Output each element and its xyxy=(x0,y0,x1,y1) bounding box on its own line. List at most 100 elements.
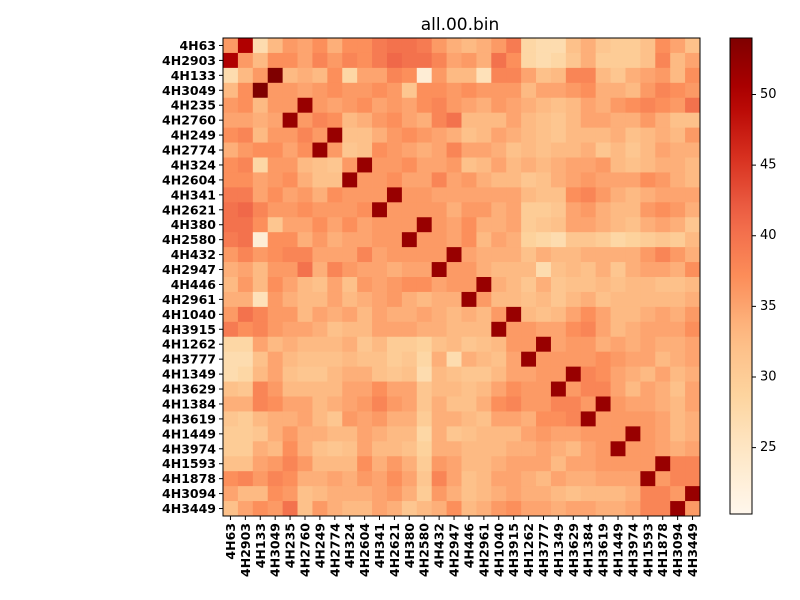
y-tick-label: 4H3777 xyxy=(162,352,216,367)
heatmap-cell xyxy=(401,426,418,442)
heatmap-cell xyxy=(342,471,358,487)
heatmap-cell xyxy=(372,172,388,188)
heatmap-cell xyxy=(416,217,433,233)
heatmap-cell xyxy=(297,456,313,472)
heatmap-cell xyxy=(237,411,254,427)
heatmap-cell xyxy=(297,321,313,338)
heatmap-cell xyxy=(550,277,567,293)
heatmap-cell xyxy=(670,471,686,487)
x-tick-label: 4H3777 xyxy=(536,523,551,577)
heatmap-cell xyxy=(446,247,462,263)
heatmap-cell xyxy=(685,97,701,114)
heatmap-cell xyxy=(282,187,298,203)
heatmap-cell xyxy=(252,157,269,173)
heatmap-cell xyxy=(372,501,388,517)
heatmap-cell xyxy=(312,247,328,263)
heatmap-cell xyxy=(506,351,522,368)
y-axis-tick-labels: 4H634H29034H1334H30494H2354H27604H2494H2… xyxy=(162,38,223,516)
heatmap-cell xyxy=(655,52,671,69)
heatmap-cell xyxy=(446,232,462,248)
heatmap-cell xyxy=(401,486,418,502)
heatmap-cell xyxy=(297,202,313,218)
heatmap-cell xyxy=(670,67,686,84)
heatmap-cell xyxy=(625,157,641,173)
heatmap-cell xyxy=(416,38,433,54)
heatmap-cell xyxy=(342,277,358,293)
heatmap-cell xyxy=(536,247,552,263)
heatmap-cell xyxy=(327,396,343,412)
y-tick-label: 4H3619 xyxy=(162,411,216,426)
heatmap-cell xyxy=(416,411,433,427)
heatmap-cell xyxy=(461,426,477,442)
heatmap-cell xyxy=(446,396,462,412)
heatmap-cell xyxy=(327,247,343,263)
heatmap-cell xyxy=(655,351,671,368)
heatmap-cell xyxy=(461,112,477,129)
heatmap-cell xyxy=(237,441,254,457)
heatmap-cell xyxy=(267,471,284,487)
heatmap-cell xyxy=(550,142,567,158)
y-tick-label: 4H2760 xyxy=(162,113,216,128)
heatmap-cell xyxy=(431,411,447,427)
heatmap-cell xyxy=(282,52,298,69)
heatmap-cell xyxy=(252,82,269,99)
heatmap-cell xyxy=(491,142,507,158)
heatmap-cell xyxy=(536,38,552,54)
heatmap-cell xyxy=(327,142,343,158)
heatmap-cell xyxy=(342,381,358,397)
heatmap-cell xyxy=(670,456,686,472)
heatmap-cell xyxy=(372,202,388,218)
x-tick-label: 4H2604 xyxy=(357,523,372,577)
heatmap-cell xyxy=(640,142,656,158)
heatmap-cell xyxy=(550,306,567,323)
heatmap-cell xyxy=(282,262,298,278)
heatmap-cell xyxy=(267,291,284,308)
heatmap-cell xyxy=(372,277,388,293)
heatmap-cell xyxy=(685,82,701,99)
heatmap-cell xyxy=(267,142,284,158)
heatmap-cell xyxy=(506,82,522,99)
heatmap-cell xyxy=(223,82,239,99)
heatmap-cell xyxy=(670,127,686,143)
heatmap-cell xyxy=(297,291,313,308)
heatmap-cell xyxy=(476,411,492,427)
heatmap-cell xyxy=(446,187,462,203)
heatmap-cell xyxy=(357,277,373,293)
heatmap-cell xyxy=(491,127,507,143)
heatmap-cell xyxy=(565,396,582,412)
heatmap-cell xyxy=(416,202,433,218)
heatmap-cell xyxy=(416,321,433,338)
heatmap-cell xyxy=(491,351,507,368)
heatmap-cell xyxy=(580,67,597,84)
heatmap-cell xyxy=(685,157,701,173)
heatmap-cell xyxy=(416,426,433,442)
heatmap-cell xyxy=(342,291,358,308)
heatmap-cell xyxy=(506,202,522,218)
heatmap-cell xyxy=(386,321,403,338)
heatmap-cell xyxy=(521,426,537,442)
heatmap-cell xyxy=(223,127,239,143)
heatmap-cell xyxy=(506,277,522,293)
heatmap-cell xyxy=(223,396,239,412)
heatmap-cell xyxy=(327,336,343,353)
heatmap-cell xyxy=(223,262,239,278)
heatmap-cell xyxy=(342,67,358,84)
heatmap-cell xyxy=(595,127,611,143)
heatmap-cell xyxy=(386,426,403,442)
heatmap-cell xyxy=(521,321,537,338)
heatmap-cell xyxy=(252,247,269,263)
heatmap-cell xyxy=(297,262,313,278)
heatmap-cell xyxy=(595,456,611,472)
heatmap-cell xyxy=(372,336,388,353)
heatmap-cell xyxy=(342,441,358,457)
heatmap-cell xyxy=(595,157,611,173)
heatmap-cell xyxy=(625,277,641,293)
heatmap-cell xyxy=(297,38,313,54)
heatmap-cell xyxy=(461,351,477,368)
heatmap-cell xyxy=(521,366,537,382)
heatmap-cell xyxy=(461,381,477,397)
heatmap-cell xyxy=(357,456,373,472)
heatmap-cell xyxy=(416,247,433,263)
heatmap-cell xyxy=(401,67,418,84)
heatmap-cell xyxy=(342,157,358,173)
